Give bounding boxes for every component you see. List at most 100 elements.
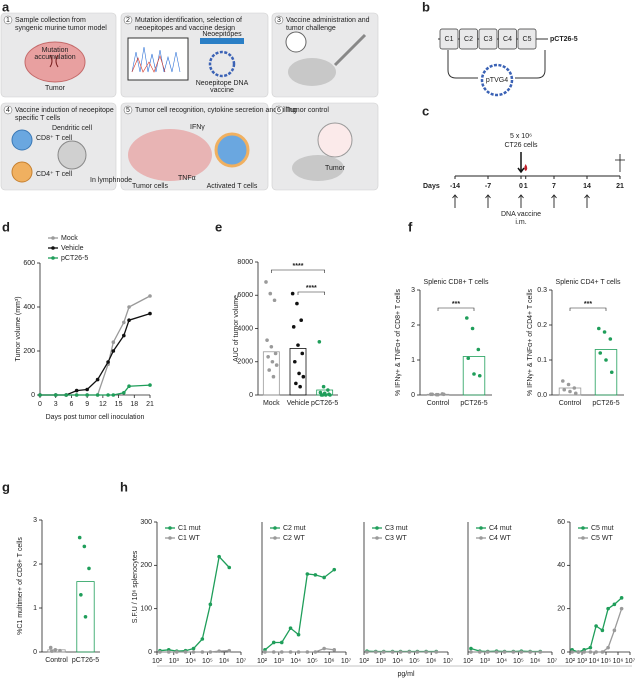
data-point <box>200 650 205 654</box>
step-number-badge <box>274 105 284 115</box>
data-point <box>266 354 270 359</box>
vaccine-arrow <box>452 194 458 208</box>
data-point <box>53 648 58 652</box>
legend-marker <box>479 536 483 540</box>
data-point <box>288 650 293 654</box>
data-point <box>148 311 152 316</box>
y-tick-label: 300 <box>140 519 152 526</box>
bar <box>462 356 486 396</box>
legend-marker <box>51 256 55 260</box>
bar <box>289 348 307 396</box>
dendritic-cell-icon <box>57 140 87 170</box>
x-tick-label: 10⁶ <box>613 658 624 665</box>
chart-title: Splenic CD8+ T cells <box>424 279 489 286</box>
segment-box <box>478 28 498 50</box>
panel-label: c <box>422 103 429 118</box>
data-point <box>58 648 62 653</box>
significance-bracket <box>297 291 325 295</box>
x-tick-label: Control <box>427 400 450 407</box>
data-point <box>502 650 507 654</box>
data-point <box>227 648 232 653</box>
legend-marker <box>273 526 277 530</box>
data-point <box>317 340 322 344</box>
mouse-icon <box>292 155 344 181</box>
chromatogram <box>131 46 181 73</box>
x-tick-label: 10² <box>359 658 370 665</box>
tumor-icon <box>24 41 86 83</box>
day-label: -14 <box>450 183 460 190</box>
vaccine-arrow <box>551 194 557 208</box>
y-tick-label: 400 <box>23 304 35 311</box>
step-title: Sample collection from <box>15 17 86 24</box>
t-cell-icon <box>214 132 250 168</box>
data-point <box>465 316 469 320</box>
x-tick-label: pCT26-5 <box>592 400 619 407</box>
data-point <box>85 393 89 397</box>
step-title: Mutation identification, selection of <box>135 17 242 24</box>
data-point <box>434 650 439 654</box>
y-tick-label: 40 <box>557 562 565 569</box>
series-line <box>159 555 230 652</box>
x-tick-label: pCT26-5 <box>72 657 99 664</box>
data-point <box>122 333 126 338</box>
backbone-line <box>447 50 546 79</box>
data-point <box>373 650 378 654</box>
data-point <box>53 393 58 397</box>
diagram-label: IFNγ <box>190 124 205 131</box>
y-tick-label: 4000 <box>237 325 253 332</box>
data-point <box>561 379 565 383</box>
segment-box <box>439 28 459 50</box>
significance-label: *** <box>452 301 460 308</box>
diagram-label: Neoepitopes <box>202 31 242 38</box>
step-number: 1 <box>6 17 10 24</box>
diagram-label: Tumor <box>325 165 346 172</box>
plasmid-icon <box>480 63 514 97</box>
diagram-label: vaccine <box>210 87 234 94</box>
panel-a <box>0 12 379 191</box>
step-title: neoepitopes and vaccine design <box>135 25 235 32</box>
data-point <box>305 650 310 654</box>
data-point <box>271 374 276 379</box>
data-point <box>95 393 100 397</box>
legend-label: C2 WT <box>283 535 306 542</box>
data-point <box>299 318 304 322</box>
bar <box>558 387 582 396</box>
data-point <box>576 650 581 654</box>
y-tick-label: 0 <box>249 392 253 399</box>
panel-label: b <box>422 0 430 14</box>
data-point <box>127 384 131 389</box>
data-point <box>265 338 269 342</box>
data-point <box>313 650 318 654</box>
data-point <box>322 646 326 651</box>
chart-title: Splenic CD4+ T cells <box>556 279 621 286</box>
data-point <box>604 358 608 362</box>
significance-bracket <box>437 307 475 311</box>
y-tick-label: 2000 <box>237 359 253 366</box>
data-point <box>572 386 577 390</box>
y-axis-label: %C1 multimer+ of CD8+ T cells <box>17 537 24 635</box>
x-tick-label: Mock <box>263 400 280 407</box>
series-line <box>40 312 151 396</box>
data-point <box>48 645 53 650</box>
data-point <box>381 650 386 654</box>
data-point <box>600 650 605 654</box>
panel-label: f <box>408 219 413 234</box>
day-label: 1 <box>524 183 528 190</box>
data-point <box>321 384 326 389</box>
data-point <box>619 596 624 600</box>
y-tick-label: 20 <box>557 606 565 613</box>
day-label: 0 <box>519 183 523 190</box>
data-point <box>538 650 543 654</box>
data-point <box>38 393 42 397</box>
x-tick-label: 10⁵ <box>307 658 318 665</box>
y-tick-label: 0 <box>33 649 37 656</box>
step-title: Tumor control <box>286 107 329 114</box>
y-tick-label: 1 <box>411 357 415 364</box>
data-point <box>79 593 83 597</box>
y-tick-label: 0 <box>561 649 565 656</box>
data-point <box>166 650 171 654</box>
challenge-label: 5 x 10⁶ <box>510 133 532 140</box>
data-point <box>111 393 116 397</box>
data-point <box>295 301 299 306</box>
x-tick-label: 10⁴ <box>496 658 507 665</box>
